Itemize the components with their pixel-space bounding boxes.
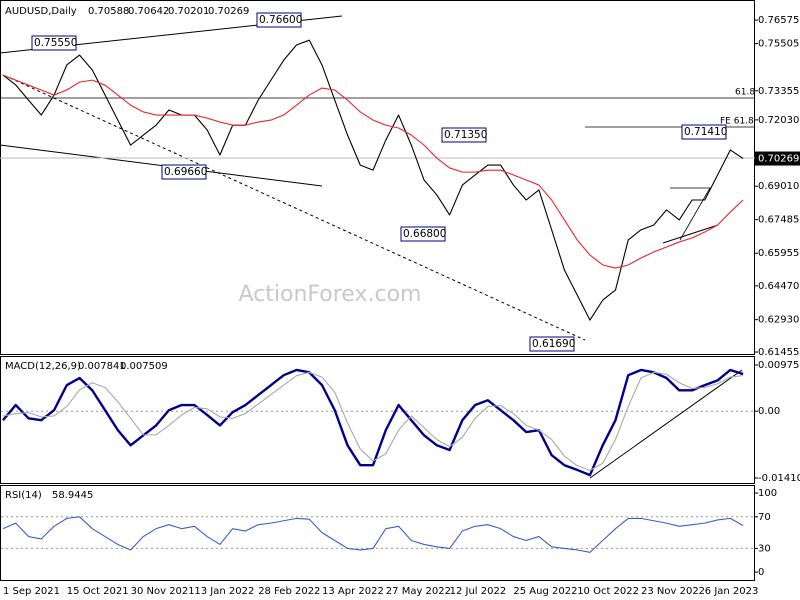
ohlc-value: 0.70269 (208, 6, 249, 17)
ohlc-value: 0.70588 (88, 6, 129, 17)
chart-title: AUDUSD,Daily (5, 6, 77, 17)
annotation-box (441, 127, 487, 143)
annotation: 0.61690 (532, 338, 575, 350)
annotation: 0.66800 (403, 228, 446, 240)
y-tick-label: 0.00 (758, 406, 780, 417)
annotation-box (31, 35, 77, 51)
y-tick-label: 0.73355 (758, 86, 799, 97)
series-line (2, 371, 744, 471)
annotation: 0.75550 (34, 37, 77, 49)
y-tick-label: 0.65955 (758, 248, 799, 259)
x-tick-label: 10 Oct 2022 (577, 586, 639, 597)
signal-value: 0.007509 (120, 361, 168, 372)
annotation: 0.71410 (684, 126, 727, 138)
macd-panel (0, 356, 755, 484)
annotation: 0.71350 (444, 129, 487, 141)
y-tick-label: 0.72030 (758, 115, 799, 126)
y-tick-label: 0.61455 (758, 347, 799, 358)
watermark: ActionForex.com (239, 282, 422, 307)
y-tick-label: 70 (758, 512, 771, 523)
y-tick-label: 0.64470 (758, 281, 799, 292)
annotation: 61.8 (735, 88, 755, 98)
x-tick-label: 28 Feb 2022 (258, 586, 320, 597)
x-tick-label: 25 Aug 2022 (513, 586, 577, 597)
rsi-value: 58.9445 (52, 490, 93, 501)
price-panel (0, 0, 755, 355)
y-tick-label: 100 (758, 488, 777, 499)
ohlc-value: 0.70201 (168, 6, 209, 17)
annotation-box (400, 226, 446, 242)
y-tick-label: 0.69010 (758, 181, 799, 192)
rsi-title: RSI(14) (5, 490, 42, 501)
annotation-box (681, 124, 727, 140)
trendline (0, 144, 323, 187)
series-line (2, 368, 744, 477)
y-tick-label: 0.009751 (758, 360, 800, 371)
x-tick-label: 13 Apr 2022 (322, 586, 384, 597)
price-label-box (755, 151, 800, 166)
macd-title: MACD(12,26,9) (5, 361, 81, 372)
y-tick-label: 0.75505 (758, 39, 799, 50)
annotation-box (529, 336, 575, 352)
x-tick-label: 6 Jan 2023 (705, 586, 759, 597)
annotation: 0.76600 (259, 14, 302, 26)
y-tick-label: -0.014107 (758, 473, 800, 484)
x-tick-label: 13 Jan 2022 (194, 586, 254, 597)
ohlc-value: 0.70642 (128, 6, 169, 17)
marks: 0.76575 0.75505 0.73355 0.72030 0.69010 0.674… (1, 6, 800, 597)
macd-trendline (589, 369, 743, 479)
y-tick-label: 0.62930 (758, 315, 799, 326)
x-tick-label: 23 Nov 2022 (641, 586, 705, 597)
series-line (2, 74, 744, 269)
price-label: 0.70269 (758, 154, 799, 165)
x-tick-label: 1 Sep 2021 (3, 586, 60, 597)
macd-value: 0.007841 (78, 361, 126, 372)
triangle (670, 187, 711, 241)
rsi-panel (0, 485, 755, 581)
series-line (2, 516, 744, 553)
x-tick-label: 30 Nov 2021 (131, 586, 195, 597)
trendline (662, 224, 719, 244)
annotation-box (256, 12, 302, 28)
x-tick-label: 15 Oct 2021 (67, 586, 129, 597)
annotation-box (161, 164, 207, 180)
y-tick-label: 30 (758, 543, 771, 554)
y-tick-label: 0.76575 (758, 15, 799, 26)
y-tick-label: 0 (758, 567, 764, 578)
series-line (2, 39, 744, 321)
x-tick-label: 27 May 2022 (386, 586, 451, 597)
x-tick-label: 12 Jul 2022 (450, 586, 507, 597)
y-tick-label: 0.67485 (758, 215, 799, 226)
annotation: 0.69660 (164, 166, 207, 178)
annotation: FE 61.8 (720, 117, 754, 127)
